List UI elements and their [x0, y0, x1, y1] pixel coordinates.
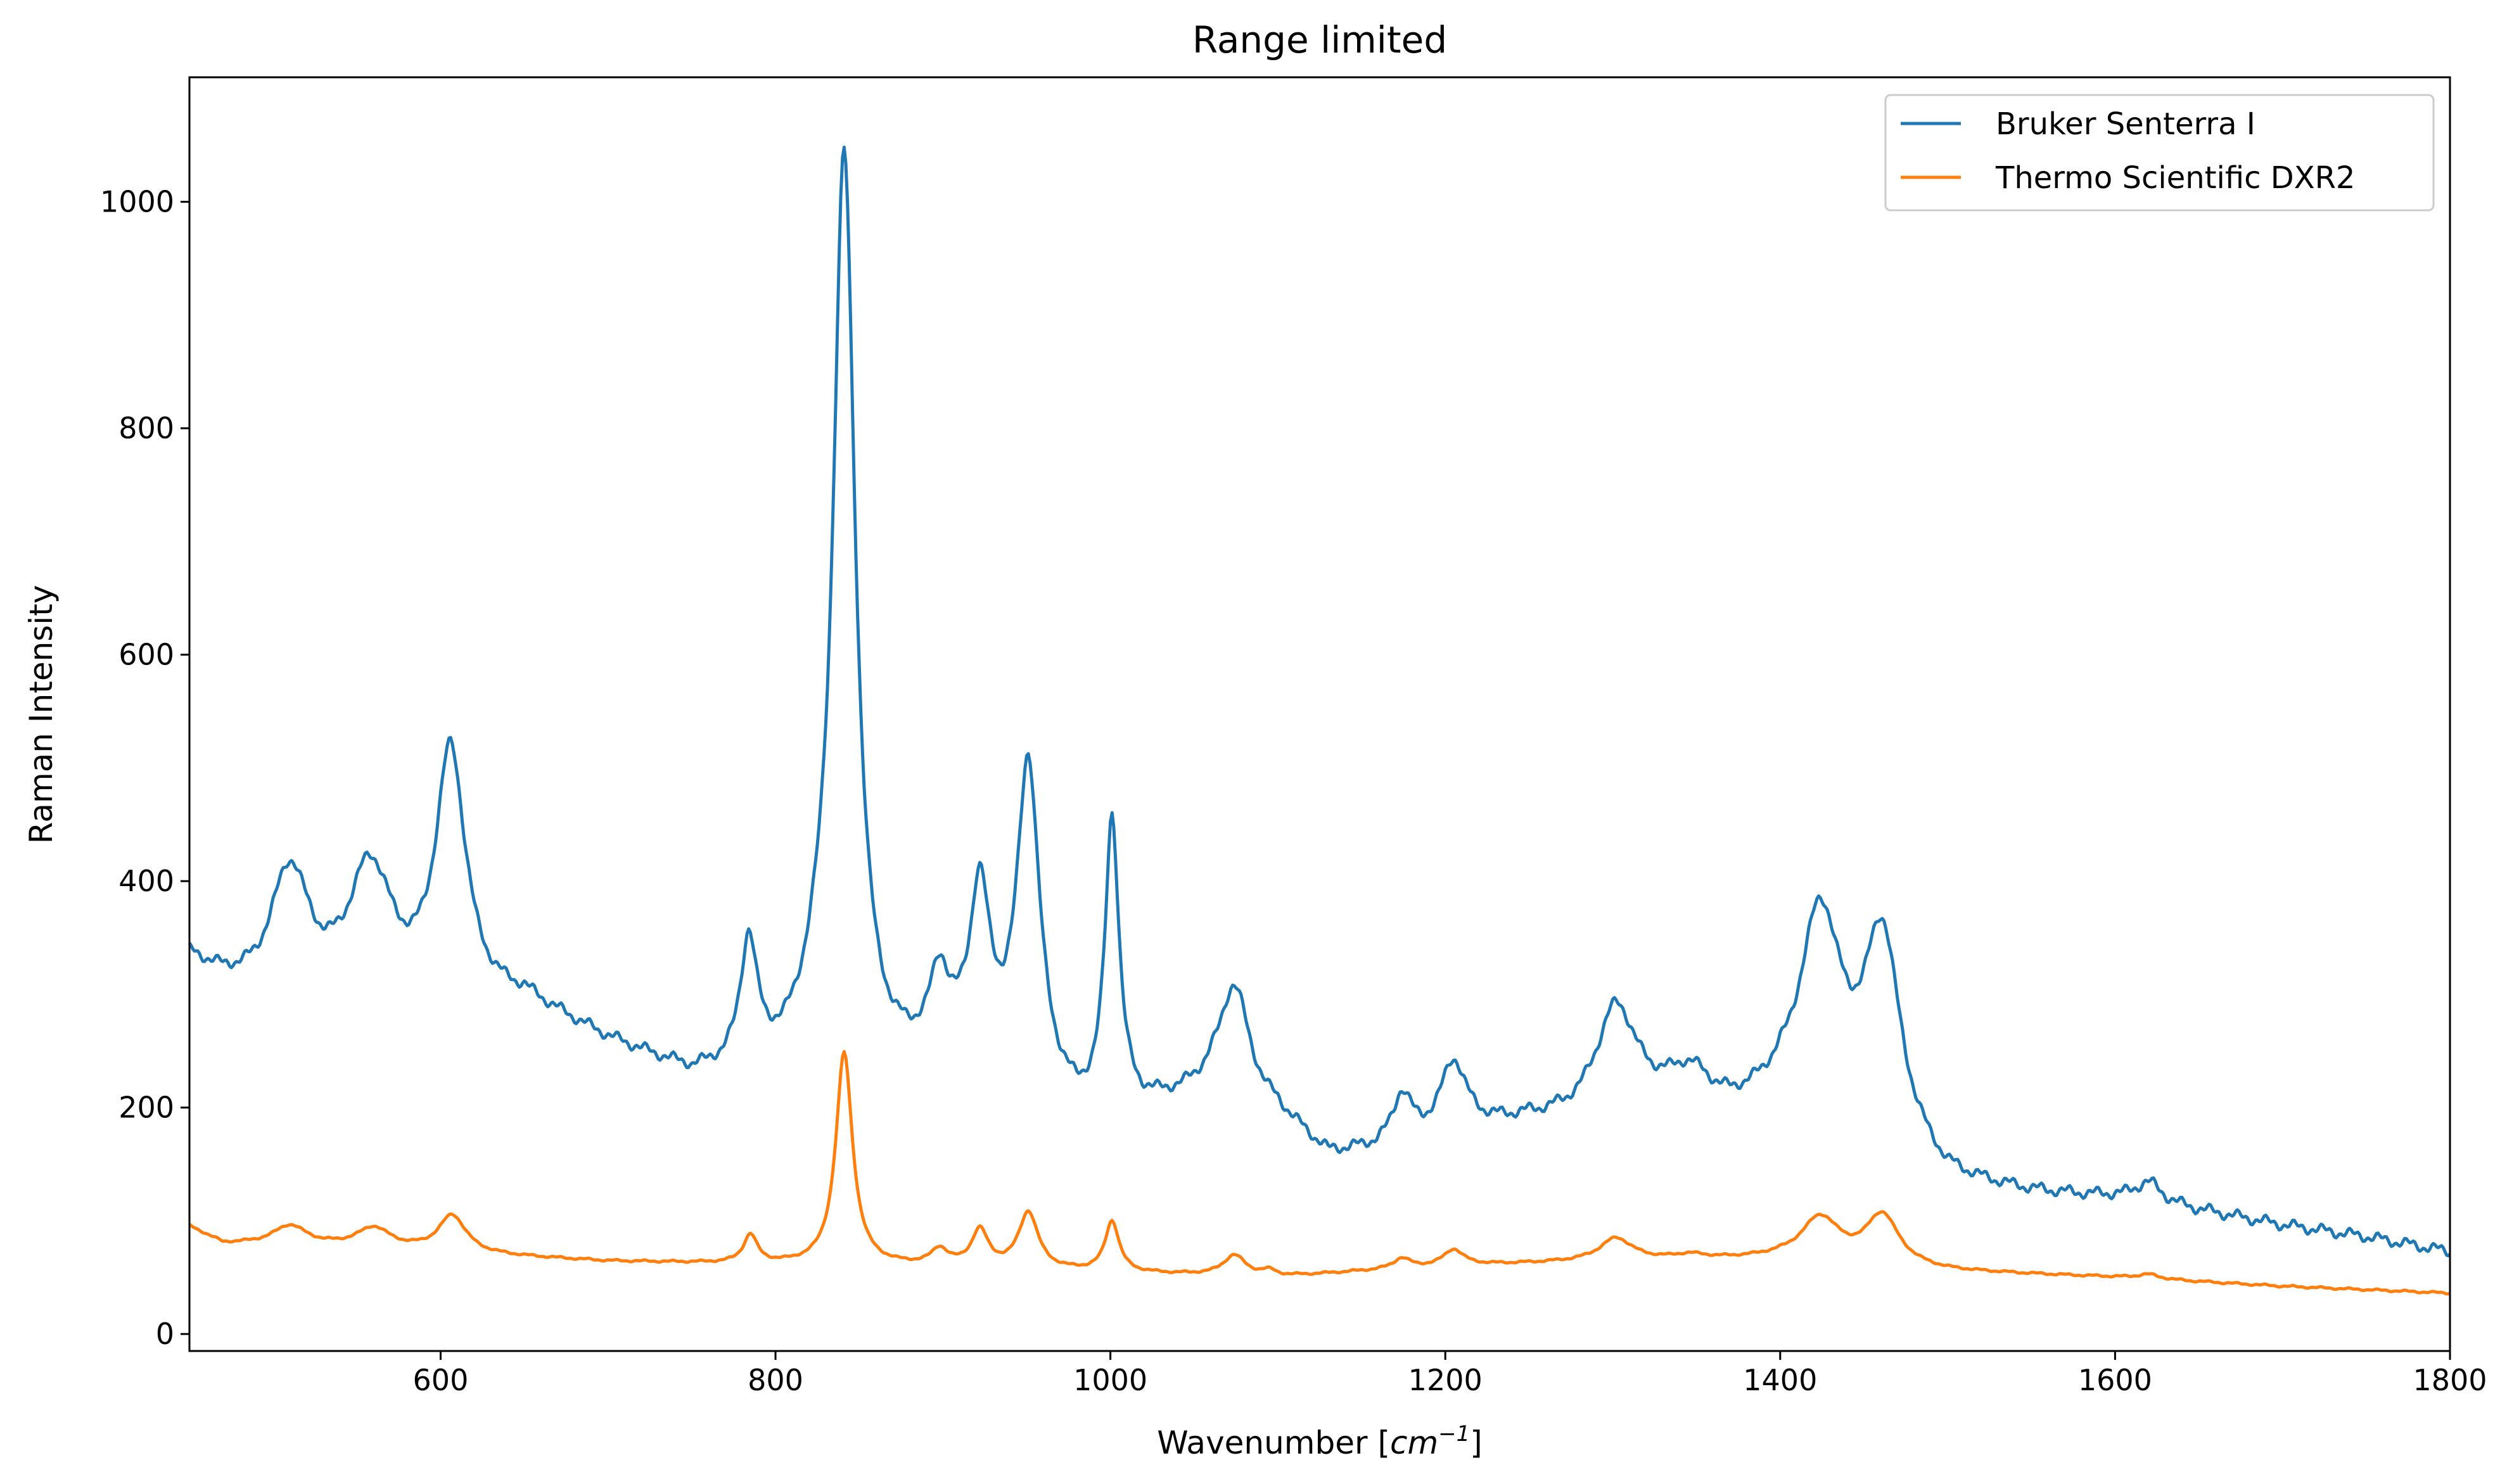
x-axis-label-unit: cm: [1390, 1424, 1438, 1461]
x-axis-ticks: 600 800 1000 1200 1400 1600 1800: [413, 1351, 2487, 1397]
legend-label-bruker: Bruker Senterra I: [1996, 106, 2255, 142]
y-tick-label: 0: [156, 1317, 174, 1351]
y-tick-label: 400: [118, 864, 174, 898]
x-tick-label: 1400: [1743, 1363, 1817, 1397]
x-tick-label: 800: [748, 1363, 803, 1397]
y-tick-label: 200: [118, 1091, 174, 1125]
x-axis-label: Wavenumber [cm−1]: [1157, 1421, 1483, 1461]
x-axis-label-close: ]: [1470, 1424, 1483, 1461]
y-axis-ticks: 0 200 400 600 800 1000: [100, 185, 189, 1351]
y-tick-label: 800: [118, 411, 174, 445]
x-axis-label-exponent: −1: [1438, 1421, 1470, 1447]
series-line-thermo: [188, 1050, 2451, 1296]
legend-frame: [1884, 94, 2435, 212]
legend-label-thermo: Thermo Scientific DXR2: [1995, 160, 2355, 196]
chart-title: Range limited: [1192, 18, 1447, 61]
y-axis-label: Raman Intensity: [23, 585, 60, 844]
x-tick-label: 600: [413, 1363, 469, 1397]
y-tick-label: 600: [118, 638, 174, 672]
plot-area-frame: [188, 76, 2451, 1352]
x-tick-label: 1000: [1073, 1363, 1147, 1397]
y-tick-label: 1000: [100, 185, 174, 219]
series-line-bruker: [188, 146, 2451, 1258]
x-tick-label: 1600: [2078, 1363, 2152, 1397]
x-axis-label-main: Wavenumber [: [1157, 1424, 1390, 1461]
legend: Bruker Senterra I Thermo Scientific DXR2: [1884, 94, 2435, 212]
x-tick-label: 1800: [2413, 1363, 2487, 1397]
series-layer: [188, 146, 2451, 1296]
x-tick-label: 1200: [1408, 1363, 1483, 1397]
